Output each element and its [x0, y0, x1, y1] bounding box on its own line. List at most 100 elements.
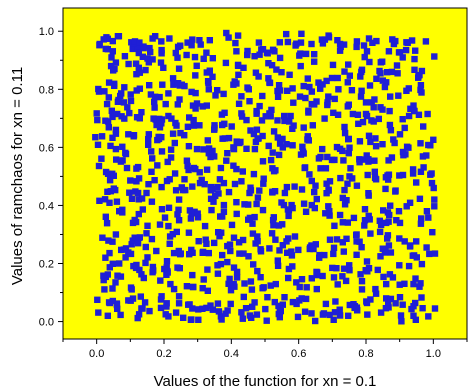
data-point — [358, 286, 366, 293]
data-point — [401, 280, 408, 287]
data-point — [115, 96, 122, 104]
data-point — [419, 305, 426, 312]
data-point — [266, 110, 273, 117]
data-point — [215, 308, 223, 315]
data-point — [185, 229, 193, 236]
data-point — [152, 93, 159, 100]
data-point — [267, 282, 274, 289]
data-point — [239, 168, 246, 175]
data-point — [203, 49, 210, 56]
data-point — [340, 265, 348, 272]
data-point — [184, 162, 191, 170]
data-point — [305, 137, 312, 144]
data-point — [109, 113, 116, 121]
data-point — [243, 116, 250, 124]
data-point — [313, 98, 320, 105]
data-point — [112, 231, 120, 238]
data-point — [148, 148, 155, 155]
data-point — [125, 297, 132, 304]
data-point — [149, 155, 156, 162]
data-point — [417, 280, 424, 287]
data-point — [104, 35, 111, 42]
data-point — [387, 202, 394, 209]
data-point — [205, 249, 212, 257]
data-point — [279, 221, 286, 228]
data-point — [223, 157, 230, 164]
data-point — [412, 275, 419, 282]
data-point — [175, 206, 182, 213]
data-point — [363, 258, 371, 265]
data-point — [152, 116, 159, 123]
data-point — [319, 81, 326, 88]
data-point — [209, 73, 216, 80]
data-point — [110, 172, 117, 179]
data-point — [308, 275, 315, 282]
data-point — [268, 62, 276, 69]
data-point — [240, 250, 247, 257]
data-point — [176, 96, 183, 103]
data-point — [345, 61, 352, 68]
data-point — [399, 54, 406, 61]
data-point — [199, 103, 206, 110]
data-point — [242, 305, 250, 312]
data-point — [196, 179, 204, 187]
data-point — [216, 176, 224, 183]
data-point — [343, 235, 350, 242]
data-point — [379, 77, 386, 84]
data-point — [238, 110, 245, 117]
data-point — [186, 114, 193, 121]
data-point — [431, 203, 438, 210]
data-point — [376, 228, 384, 236]
data-point — [430, 136, 437, 143]
data-point — [204, 137, 211, 144]
data-point — [92, 134, 99, 141]
data-point — [410, 312, 417, 319]
data-point — [326, 212, 333, 219]
data-point — [247, 184, 254, 191]
data-point — [358, 87, 365, 94]
data-point — [134, 189, 142, 197]
data-point — [295, 246, 302, 254]
data-point — [425, 141, 432, 149]
data-point — [370, 104, 377, 111]
data-point — [220, 90, 227, 98]
data-point — [284, 206, 292, 213]
data-point — [135, 196, 142, 203]
data-point — [353, 304, 361, 311]
data-point — [257, 274, 264, 281]
data-point — [233, 268, 241, 276]
data-point — [206, 67, 213, 74]
data-point — [304, 75, 311, 82]
data-point — [418, 89, 425, 96]
data-point — [315, 79, 322, 86]
data-point — [265, 60, 272, 67]
data-point — [309, 122, 316, 129]
data-point — [306, 83, 313, 91]
y-axis-ticks: 0.0 0.2 0.4 0.6 0.8 1.0 — [39, 26, 63, 329]
data-point — [385, 48, 393, 55]
data-point — [144, 254, 151, 261]
data-point — [209, 147, 216, 155]
data-point — [95, 162, 103, 170]
data-point — [409, 166, 417, 173]
data-point — [365, 192, 372, 199]
data-point — [104, 46, 111, 53]
data-point — [367, 230, 374, 237]
data-point — [101, 88, 108, 95]
data-point — [102, 168, 110, 176]
data-point — [175, 65, 183, 72]
data-point — [96, 42, 103, 49]
data-point — [409, 170, 417, 177]
data-point — [323, 77, 330, 85]
data-point — [281, 117, 288, 125]
data-point — [259, 92, 266, 100]
data-point — [363, 298, 370, 305]
data-point — [366, 82, 374, 89]
data-point — [429, 229, 436, 236]
data-point — [275, 82, 283, 89]
data-point — [196, 169, 203, 176]
data-point — [127, 91, 134, 98]
data-point — [160, 64, 167, 71]
data-point — [276, 305, 283, 313]
data-point — [226, 275, 233, 283]
